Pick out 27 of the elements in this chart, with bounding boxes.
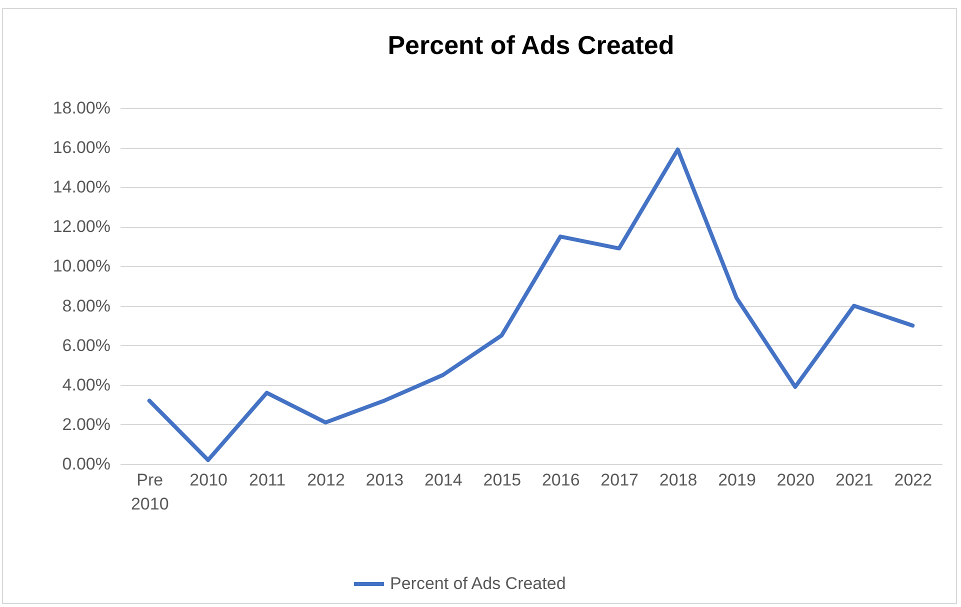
x-tick-label: 2016 (542, 470, 580, 490)
legend-label: Percent of Ads Created (390, 574, 566, 593)
x-tick-label: 2014 (424, 470, 462, 490)
line-series (147, 148, 915, 462)
y-tick-label: 4.00% (62, 375, 110, 394)
y-tick-label: 16.00% (52, 138, 110, 158)
x-tick-label: 2022 (894, 470, 932, 490)
y-tick-label: 18.00% (52, 98, 110, 118)
x-tick-label: 2013 (366, 470, 404, 490)
y-tick-label: 2.00% (62, 414, 110, 434)
x-tick-label: 2012 (307, 470, 345, 490)
x-tick-label: 2017 (600, 470, 638, 490)
y-tick-label: 8.00% (62, 296, 110, 316)
x-tick-label: 2020 (776, 470, 815, 490)
y-tick-label: 10.00% (52, 256, 110, 276)
x-tick-label: 2021 (836, 470, 874, 490)
y-tick-label: 12.00% (52, 217, 110, 236)
x-tick-label: 2019 (718, 470, 756, 490)
chart-title: Percent of Ads Created (388, 30, 674, 60)
y-tick-label: 14.00% (52, 178, 110, 197)
x-tick-label: 2011 (249, 470, 286, 490)
x-tick-label: 2015 (483, 470, 522, 490)
y-tick-label: 0.00% (62, 454, 110, 474)
x-tick-label: 2018 (659, 470, 698, 490)
y-tick-label: 6.00% (62, 336, 110, 355)
x-tick-label: Pre 2010 (130, 470, 169, 514)
x-tick-label: 2010 (190, 470, 228, 490)
